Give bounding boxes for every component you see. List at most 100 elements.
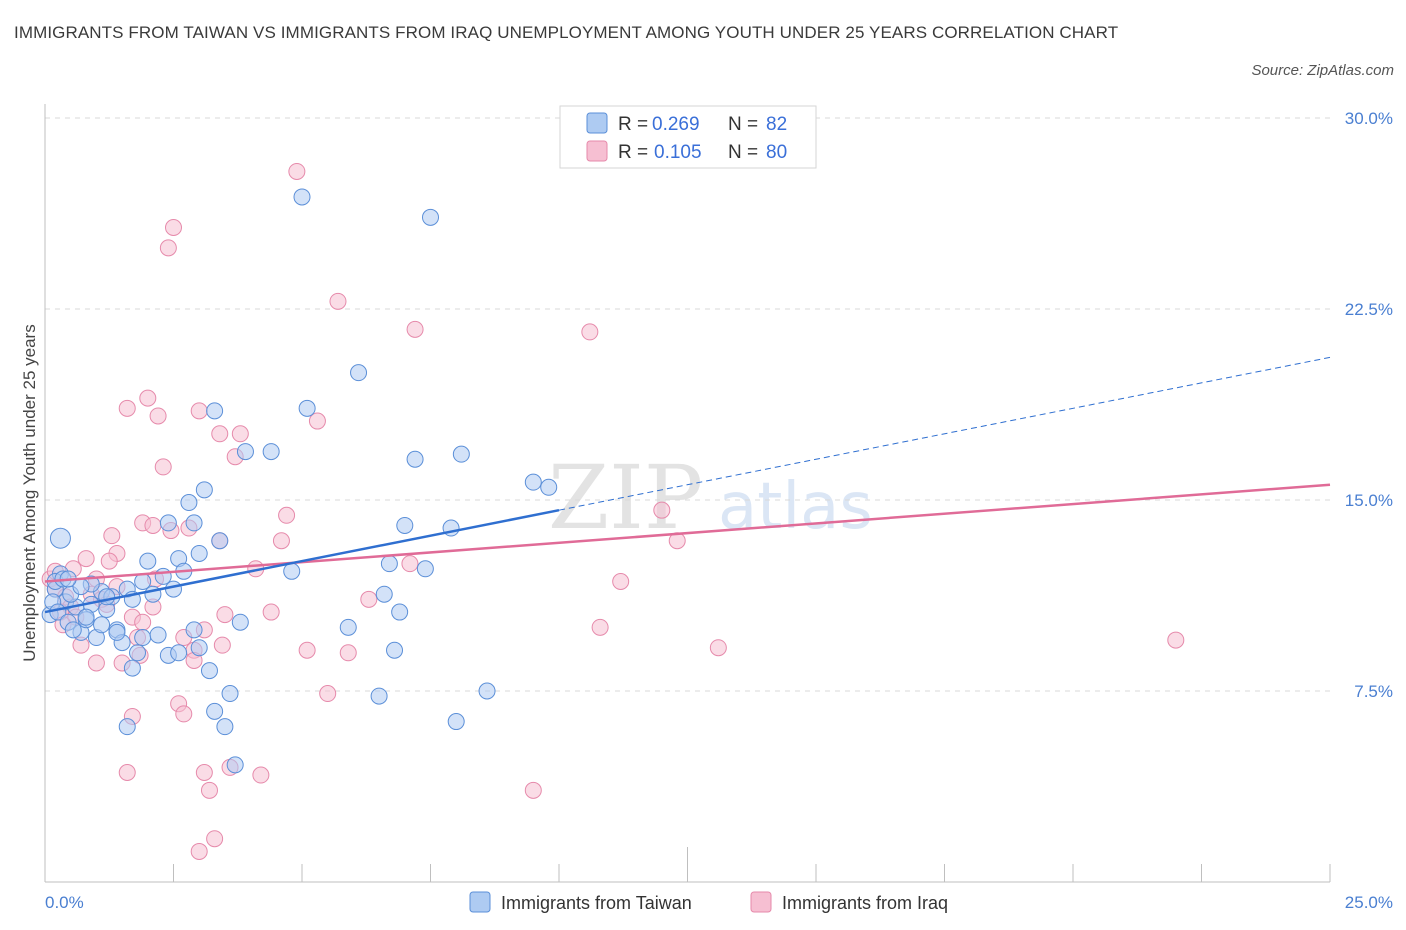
iraq-n-label: N = — [728, 142, 758, 163]
taiwan-point — [49, 527, 71, 549]
taiwan-point — [185, 621, 203, 639]
taiwan-n-value: 82 — [766, 114, 787, 135]
taiwan-point — [236, 443, 254, 461]
taiwan-point — [165, 580, 182, 598]
taiwan-point — [226, 756, 244, 774]
iraq-point — [612, 572, 630, 590]
iraq-point — [288, 162, 306, 180]
iraq-point — [213, 636, 231, 654]
iraq-point — [406, 320, 424, 338]
taiwan-trend-extension — [558, 356, 1331, 511]
taiwan-point — [478, 682, 496, 700]
taiwan-point — [339, 618, 357, 636]
taiwan-point — [406, 450, 424, 468]
bottom-taiwan-label: Immigrants from Taiwan — [501, 893, 692, 913]
axes — [44, 104, 1331, 883]
taiwan-point — [64, 621, 82, 639]
taiwan-point — [422, 208, 439, 226]
taiwan-point — [380, 555, 398, 573]
bottom-iraq-swatch — [750, 891, 772, 913]
taiwan-point — [231, 613, 249, 631]
iraq-point — [200, 781, 218, 799]
iraq-point — [298, 641, 316, 659]
watermark: ZIP atlas — [548, 446, 873, 549]
iraq-point — [144, 516, 162, 534]
y-tick-label-2: 22.5% — [1345, 300, 1393, 319]
taiwan-point — [77, 608, 95, 626]
iraq-point — [77, 550, 95, 568]
iraq-r-value: 0.105 — [654, 142, 702, 163]
taiwan-point — [221, 685, 239, 703]
iraq-point — [87, 654, 105, 672]
taiwan-point — [452, 445, 470, 463]
taiwan-point — [350, 364, 368, 382]
taiwan-point — [129, 644, 147, 662]
taiwan-point — [391, 603, 409, 621]
bottom-iraq-label: Immigrants from Iraq — [782, 893, 948, 913]
iraq-point — [159, 239, 177, 257]
iraq-point — [524, 781, 542, 799]
y-axis-label: Unemployment Among Youth under 25 years — [20, 324, 39, 661]
iraq-point — [195, 763, 213, 781]
taiwan-point — [200, 662, 218, 680]
iraq-swatch — [586, 140, 608, 162]
bottom-taiwan-swatch — [469, 891, 491, 913]
taiwan-trend-line — [44, 508, 560, 614]
taiwan-point — [540, 478, 558, 496]
iraq-point — [231, 425, 249, 443]
taiwan-point — [134, 572, 152, 590]
iraq-point — [252, 766, 270, 784]
taiwan-point — [98, 588, 116, 606]
chart-title: IMMIGRANTS FROM TAIWAN VS IMMIGRANTS FRO… — [14, 23, 1119, 42]
iraq-point — [118, 763, 136, 781]
taiwan-point — [206, 702, 224, 720]
iraq-point — [653, 501, 671, 519]
taiwan-point — [283, 562, 301, 580]
iraq-point — [103, 527, 121, 545]
bottom-legend: Immigrants from Taiwan Immigrants from I… — [469, 891, 948, 913]
iraq-point — [319, 685, 337, 703]
taiwan-point — [154, 567, 172, 585]
iraq-point — [118, 399, 136, 417]
taiwan-point — [293, 188, 311, 206]
iraq-point — [134, 613, 152, 631]
taiwan-point — [170, 644, 188, 662]
iraq-point — [278, 506, 296, 524]
y-tick-label-3: 30.0% — [1345, 109, 1393, 128]
iraq-point — [272, 532, 290, 550]
iraq-point — [1167, 631, 1185, 649]
y-tick-label-1: 15.0% — [1345, 491, 1393, 510]
taiwan-point — [206, 402, 224, 420]
taiwan-point — [370, 687, 388, 705]
tick-labels: 7.5% 15.0% 22.5% 30.0% 0.0% 25.0% — [45, 109, 1393, 912]
taiwan-point — [375, 585, 393, 603]
iraq-point — [581, 323, 599, 341]
iraq-point — [206, 830, 224, 848]
taiwan-n-label: N = — [728, 114, 758, 135]
taiwan-point — [118, 718, 136, 736]
taiwan-points — [41, 188, 558, 774]
iraq-n-value: 80 — [766, 142, 787, 163]
iraq-point — [165, 219, 182, 237]
iraq-point — [175, 705, 193, 723]
taiwan-point — [190, 544, 208, 562]
grid-lines — [45, 117, 1330, 692]
taiwan-point — [216, 718, 234, 736]
x-tick-label-1: 25.0% — [1345, 893, 1393, 912]
taiwan-point — [195, 481, 213, 499]
watermark-zip: ZIP — [548, 446, 703, 549]
iraq-point — [339, 644, 357, 662]
taiwan-point — [386, 641, 404, 659]
source-label: Source: ZipAtlas.com — [1251, 62, 1394, 79]
iraq-point — [401, 555, 419, 573]
iraq-point — [329, 292, 347, 310]
iraq-point — [591, 618, 609, 636]
iraq-point — [100, 552, 118, 570]
iraq-point — [709, 639, 727, 657]
taiwan-swatch — [586, 112, 608, 134]
iraq-point — [190, 402, 208, 420]
iraq-r-label: R = — [618, 142, 648, 163]
taiwan-point — [447, 713, 465, 731]
taiwan-point — [180, 494, 198, 512]
